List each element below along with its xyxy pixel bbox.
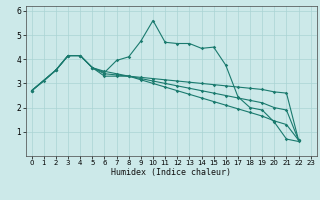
X-axis label: Humidex (Indice chaleur): Humidex (Indice chaleur) (111, 168, 231, 177)
